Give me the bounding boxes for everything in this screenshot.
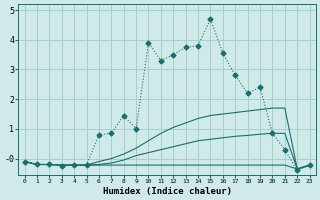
- X-axis label: Humidex (Indice chaleur): Humidex (Indice chaleur): [103, 187, 232, 196]
